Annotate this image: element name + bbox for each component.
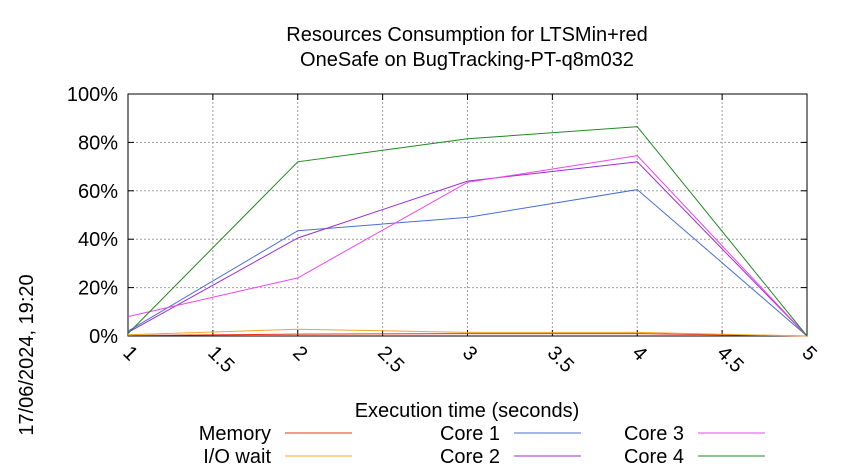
x-tick-label: 5 bbox=[797, 342, 820, 365]
series-line-core-2 bbox=[127, 161, 808, 337]
y-tick-label: 60% bbox=[78, 181, 118, 203]
y-tick-label: 100% bbox=[67, 84, 118, 106]
x-tick-label: 4 bbox=[628, 342, 651, 365]
x-tick-label: 3.5 bbox=[543, 342, 578, 377]
legend-label-core-3: Core 3 bbox=[624, 423, 684, 445]
timestamp-label: 17/06/2024, 19:20 bbox=[16, 274, 38, 435]
x-tick-label: 1.5 bbox=[203, 342, 238, 377]
series-line-core-1 bbox=[127, 189, 808, 337]
grid bbox=[128, 94, 807, 336]
legend-label-memory: Memory bbox=[199, 423, 271, 445]
legend-label-core-4: Core 4 bbox=[624, 446, 684, 468]
series-line-memory bbox=[127, 333, 808, 337]
series-line-core-4 bbox=[127, 126, 808, 337]
y-tick-label: 20% bbox=[78, 278, 118, 300]
legend-label-core-2: Core 2 bbox=[440, 446, 500, 468]
x-tick-label: 3 bbox=[458, 342, 481, 365]
series-line-core-3 bbox=[127, 155, 808, 337]
legend-label-core-1: Core 1 bbox=[440, 423, 500, 445]
y-tick-label: 80% bbox=[78, 132, 118, 154]
x-axis-label: Execution time (seconds) bbox=[355, 400, 580, 422]
series-lines bbox=[127, 126, 808, 337]
y-tick-label: 0% bbox=[89, 326, 118, 348]
series-line-i-o-wait bbox=[127, 328, 808, 337]
x-tick-label: 4.5 bbox=[713, 342, 748, 377]
x-tick-label: 2.5 bbox=[373, 342, 408, 377]
x-tick-label: 1 bbox=[118, 342, 141, 365]
legend-label-i-o-wait: I/O wait bbox=[203, 446, 271, 468]
chart-title-line1: Resources Consumption for LTSMin+red bbox=[286, 24, 647, 46]
x-tick-label: 2 bbox=[288, 342, 311, 365]
y-tick-label: 40% bbox=[78, 229, 118, 251]
chart-title-line2: OneSafe on BugTracking-PT-q8m032 bbox=[300, 49, 634, 71]
